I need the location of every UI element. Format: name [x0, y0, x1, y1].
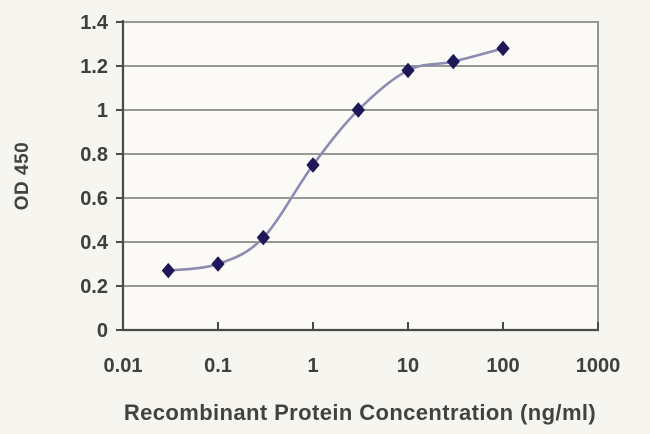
x-tick-label-1: 1 — [307, 355, 318, 377]
plot-area-background — [123, 22, 598, 330]
data-point-marker-0.1 — [211, 256, 225, 272]
x-tick-label-0.01: 0.01 — [104, 355, 143, 377]
y-tick-label-0.8: 0.8 — [80, 144, 108, 166]
data-point-marker-3 — [351, 102, 365, 118]
y-tick-label-0.6: 0.6 — [80, 188, 108, 210]
y-tick-label-1.4: 1.4 — [80, 12, 109, 34]
y-tick-label-1.2: 1.2 — [80, 56, 108, 78]
x-tick-label-10: 10 — [397, 355, 419, 377]
y-tick-label-1: 1 — [97, 100, 108, 122]
data-point-marker-100 — [496, 40, 510, 56]
data-point-marker-0.03 — [161, 263, 175, 279]
x-axis-title: Recombinant Protein Concentration (ng/ml… — [123, 400, 597, 425]
x-tick-label-1000: 1000 — [576, 355, 621, 377]
x-tick-label-100: 100 — [486, 355, 519, 377]
y-tick-label-0.2: 0.2 — [80, 276, 108, 298]
data-point-marker-0.3 — [256, 230, 270, 246]
data-point-marker-10 — [401, 62, 415, 78]
data-point-marker-30 — [446, 54, 460, 70]
series-curve-0 — [167, 47, 505, 272]
y-axis-title: OD 450 — [12, 141, 33, 211]
y-tick-label-0.4: 0.4 — [80, 232, 109, 254]
data-point-marker-1 — [306, 157, 320, 173]
x-tick-label-0.1: 0.1 — [204, 355, 232, 377]
y-tick-label-0: 0 — [97, 320, 108, 342]
